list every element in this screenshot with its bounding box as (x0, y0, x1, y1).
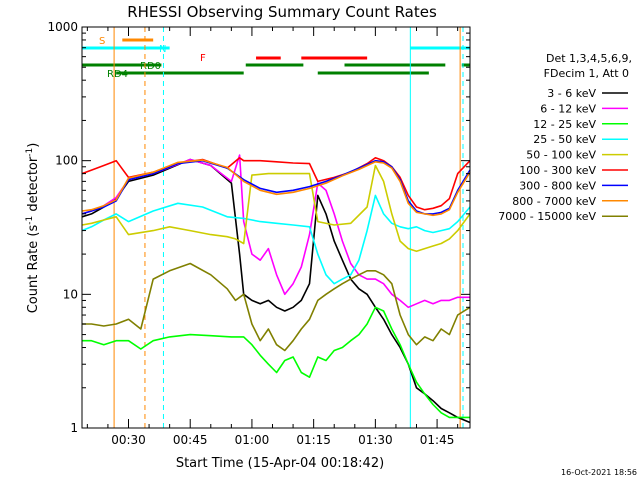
series-line-3-6-kev (81, 158, 471, 424)
legend-label-7000-15000-kev: 7000 - 15000 keV (498, 210, 596, 223)
legend-header-decimation: FDecim 1, Att 0 (544, 67, 629, 80)
y-axis-label: Count Rate (s-1 detector-1) (25, 143, 41, 314)
series-line-12-25-kev (82, 306, 470, 419)
status-label-rd4: RD4 (107, 69, 128, 80)
series-line-50-100-kev (81, 164, 471, 253)
series-lines (81, 154, 471, 424)
legend-label-12-25-kev: 12 - 25 keV (533, 118, 596, 131)
x-tick-label: 00:30 (111, 433, 146, 447)
series-line-300-800-kev (81, 159, 471, 215)
plot-frame (81, 26, 471, 429)
x-tick-label: 01:00 (235, 433, 270, 447)
x-tick-label: 01:30 (358, 433, 393, 447)
legend-label-50-100-kev: 50 - 100 keV (526, 149, 596, 162)
status-label-f: F (200, 53, 206, 64)
x-tick-label: 01:45 (420, 433, 455, 447)
legend-label-25-50-kev: 25 - 50 keV (533, 133, 596, 146)
plot-axes: 1 10 100 1000 00:30 00:45 01:00 01:15 01:30 01:45 (47, 20, 471, 447)
status-bars: S N F RD0 RD4 (82, 36, 470, 80)
legend-label-300-800-kev: 300 - 800 keV (519, 179, 596, 192)
legend-label-6-12-kev: 6 - 12 keV (540, 102, 596, 115)
x-tick-label: 00:45 (173, 433, 208, 447)
y-tick-label: 1000 (47, 20, 78, 34)
chart-title: RHESSI Observing Summary Count Rates (127, 3, 437, 21)
series-line-25-50-kev (81, 194, 471, 285)
series-line-800-7000-kev (81, 159, 471, 217)
y-tick-label: 1 (70, 421, 78, 435)
y-tick-label: 10 (63, 287, 78, 301)
x-axis-label: Start Time (15-Apr-04 00:18:42) (176, 456, 384, 471)
legend-header-detectors: Det 1,3,4,5,6,9, (546, 52, 632, 65)
y-tick-label: 100 (55, 154, 78, 168)
status-label-s: S (99, 36, 105, 47)
legend-label-100-300-kev: 100 - 300 keV (519, 164, 596, 177)
legend: Det 1,3,4,5,6,9, FDecim 1, Att 0 3 - 6 k… (498, 52, 632, 223)
series-line-100-300-kev (81, 157, 471, 211)
legend-label-800-7000-kev: 800 - 7000 keV (512, 195, 596, 208)
status-label-n: N (159, 44, 166, 55)
legend-label-3-6-kev: 3 - 6 keV (547, 87, 596, 100)
series-line-7000-15000-kev (82, 262, 471, 352)
generation-timestamp: 16-Oct-2021 18:56 (561, 468, 637, 477)
x-tick-label: 01:15 (296, 433, 331, 447)
status-label-rd0: RD0 (140, 61, 161, 72)
